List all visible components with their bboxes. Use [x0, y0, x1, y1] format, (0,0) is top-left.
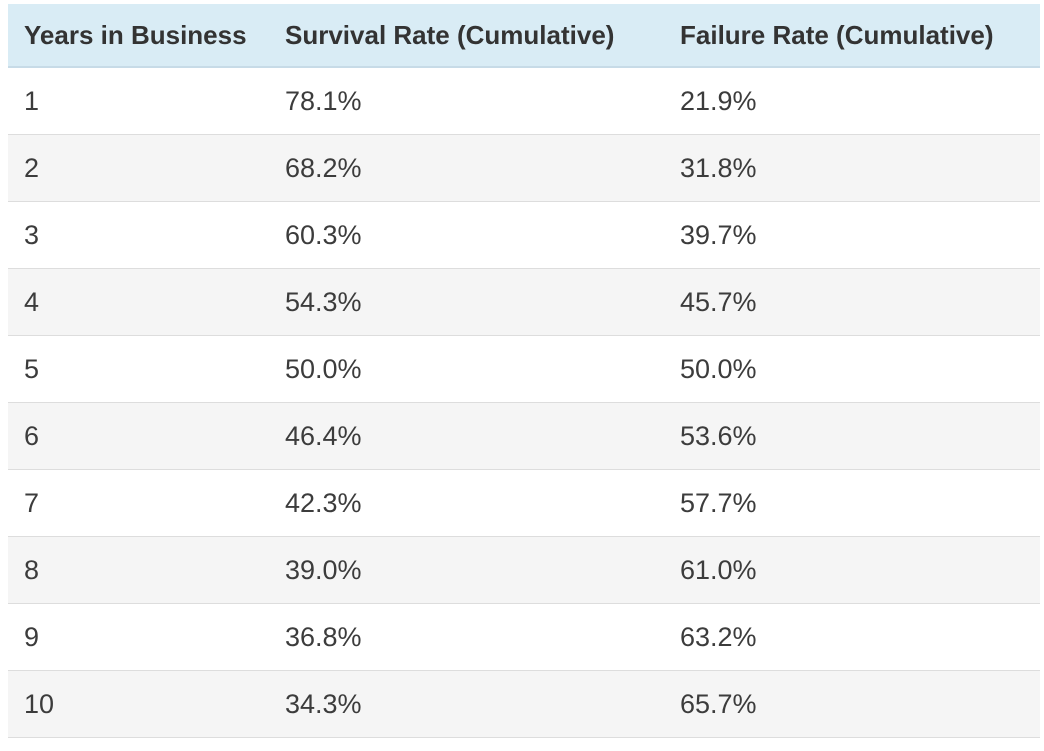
cell-years-in-business: 5: [8, 335, 269, 403]
cell-failure-rate: 31.8%: [664, 134, 1040, 202]
table-row: 7 42.3% 57.7%: [8, 469, 1040, 537]
cell-survival-rate: 39.0%: [269, 536, 664, 604]
table-row: 10 34.3% 65.7%: [8, 670, 1040, 738]
business-survival-table: Years in Business Survival Rate (Cumulat…: [8, 4, 1040, 738]
cell-survival-rate: 36.8%: [269, 603, 664, 671]
cell-survival-rate: 50.0%: [269, 335, 664, 403]
cell-years-in-business: 4: [8, 268, 269, 336]
table-row: 8 39.0% 61.0%: [8, 536, 1040, 604]
table-row: 9 36.8% 63.2%: [8, 603, 1040, 671]
cell-failure-rate: 57.7%: [664, 469, 1040, 537]
cell-years-in-business: 9: [8, 603, 269, 671]
table-row: 1 78.1% 21.9%: [8, 67, 1040, 135]
cell-years-in-business: 3: [8, 201, 269, 269]
cell-failure-rate: 21.9%: [664, 67, 1040, 135]
cell-years-in-business: 6: [8, 402, 269, 470]
table-row: 2 68.2% 31.8%: [8, 134, 1040, 202]
cell-survival-rate: 46.4%: [269, 402, 664, 470]
cell-survival-rate: 68.2%: [269, 134, 664, 202]
cell-years-in-business: 1: [8, 67, 269, 135]
cell-years-in-business: 2: [8, 134, 269, 202]
column-header-years-in-business: Years in Business: [8, 4, 269, 68]
survival-table-container: Years in Business Survival Rate (Cumulat…: [8, 4, 1040, 738]
cell-survival-rate: 54.3%: [269, 268, 664, 336]
cell-failure-rate: 65.7%: [664, 670, 1040, 738]
cell-years-in-business: 10: [8, 670, 269, 738]
cell-years-in-business: 8: [8, 536, 269, 604]
cell-failure-rate: 39.7%: [664, 201, 1040, 269]
cell-years-in-business: 7: [8, 469, 269, 537]
cell-survival-rate: 60.3%: [269, 201, 664, 269]
column-header-survival-rate: Survival Rate (Cumulative): [269, 4, 664, 68]
table-row: 3 60.3% 39.7%: [8, 201, 1040, 269]
header-row: Years in Business Survival Rate (Cumulat…: [8, 4, 1040, 68]
cell-survival-rate: 34.3%: [269, 670, 664, 738]
cell-failure-rate: 50.0%: [664, 335, 1040, 403]
cell-failure-rate: 63.2%: [664, 603, 1040, 671]
cell-failure-rate: 45.7%: [664, 268, 1040, 336]
table-body: 1 78.1% 21.9% 2 68.2% 31.8% 3 60.3% 39.7…: [8, 67, 1040, 738]
cell-survival-rate: 42.3%: [269, 469, 664, 537]
cell-failure-rate: 61.0%: [664, 536, 1040, 604]
table-row: 5 50.0% 50.0%: [8, 335, 1040, 403]
table-row: 6 46.4% 53.6%: [8, 402, 1040, 470]
table-header: Years in Business Survival Rate (Cumulat…: [8, 4, 1040, 68]
cell-failure-rate: 53.6%: [664, 402, 1040, 470]
cell-survival-rate: 78.1%: [269, 67, 664, 135]
column-header-failure-rate: Failure Rate (Cumulative): [664, 4, 1040, 68]
table-row: 4 54.3% 45.7%: [8, 268, 1040, 336]
